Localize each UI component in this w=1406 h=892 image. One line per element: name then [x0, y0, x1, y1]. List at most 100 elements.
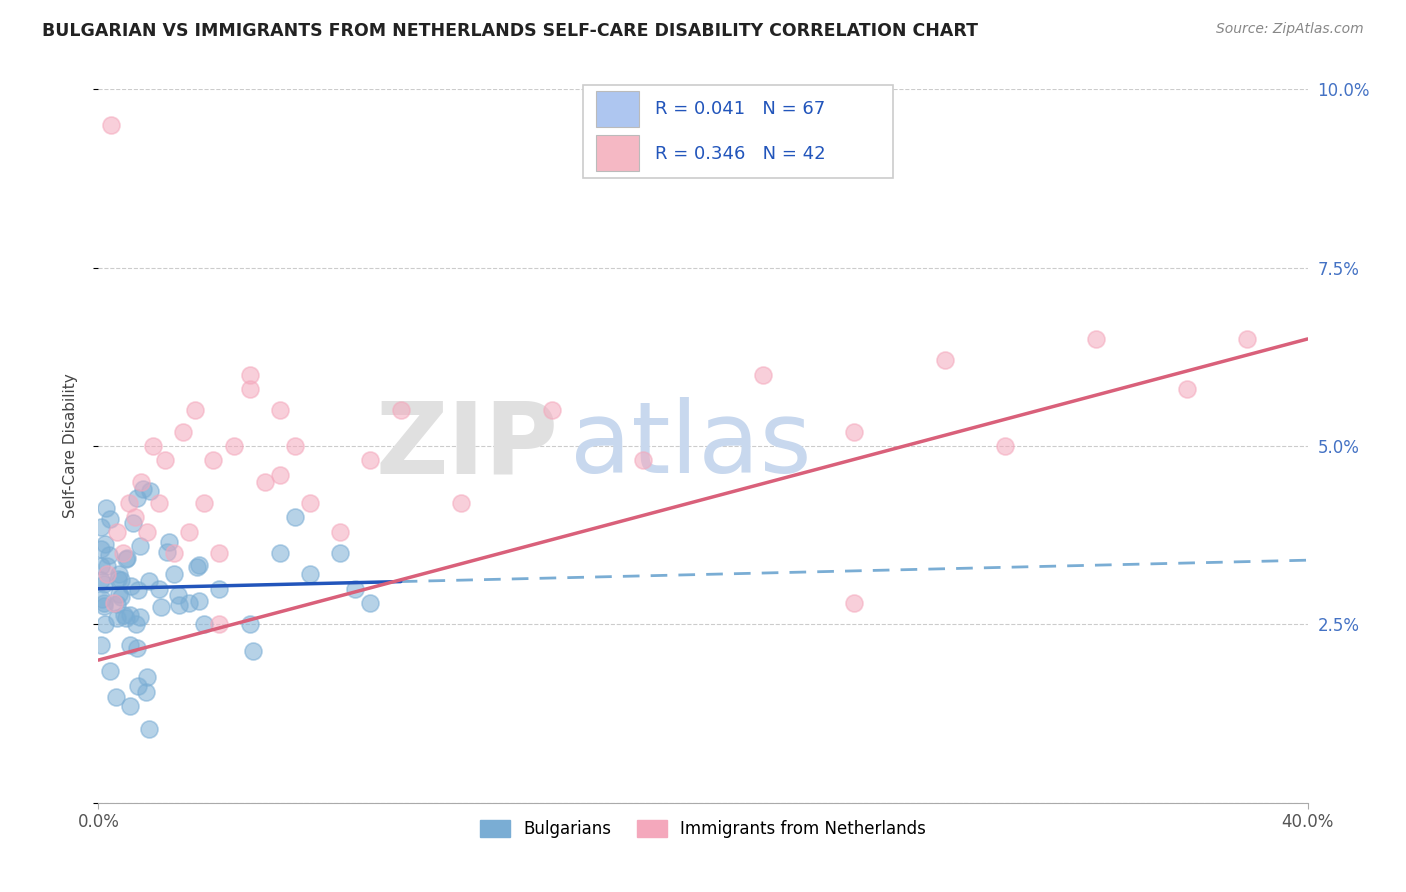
Point [129, 475, 152, 489]
Point [125, 617, 148, 632]
Point [98, 664, 121, 678]
Point [136, 670, 159, 684]
Point [120, 699, 142, 714]
Point [157, 535, 180, 549]
Point [202, 453, 225, 467]
Point [108, 587, 131, 601]
Point [120, 580, 142, 594]
Point [224, 439, 246, 453]
Point [284, 439, 307, 453]
Point [111, 546, 134, 560]
Point [389, 403, 412, 417]
Point [90, 573, 112, 587]
Point [155, 545, 177, 559]
Point [120, 607, 142, 622]
Text: BULGARIAN VS IMMIGRANTS FROM NETHERLANDS SELF-CARE DISABILITY CORRELATION CHART: BULGARIAN VS IMMIGRANTS FROM NETHERLANDS… [42, 22, 979, 40]
Point [90, 520, 112, 534]
Point [135, 684, 157, 698]
Point [148, 496, 170, 510]
Point [242, 644, 264, 658]
Point [131, 482, 153, 496]
Point [118, 496, 141, 510]
Point [112, 608, 135, 623]
Point [1175, 382, 1198, 396]
Point [93, 596, 115, 610]
Text: ZIP: ZIP [375, 398, 558, 494]
Point [179, 524, 201, 539]
Point [631, 453, 654, 467]
Point [93, 537, 115, 551]
Point [105, 524, 128, 539]
Point [139, 484, 162, 499]
Point [90, 558, 112, 573]
Point [104, 690, 127, 705]
Point [184, 403, 207, 417]
Point [108, 567, 131, 582]
Point [450, 496, 472, 510]
Point [115, 611, 138, 625]
Point [93, 599, 115, 613]
Point [167, 588, 190, 602]
Point [127, 583, 149, 598]
Point [138, 574, 160, 588]
Point [360, 453, 382, 467]
Point [100, 118, 122, 132]
Point [94, 616, 117, 631]
FancyBboxPatch shape [596, 91, 640, 127]
Point [107, 572, 129, 586]
Point [98, 548, 121, 562]
Point [172, 425, 194, 439]
Point [138, 722, 160, 736]
Point [329, 546, 352, 560]
Point [1236, 332, 1258, 346]
Point [149, 599, 172, 614]
Point [752, 368, 775, 382]
Point [269, 546, 291, 560]
Text: R = 0.346   N = 42: R = 0.346 N = 42 [655, 145, 825, 163]
Point [299, 567, 322, 582]
Point [239, 617, 262, 632]
Text: Source: ZipAtlas.com: Source: ZipAtlas.com [1216, 22, 1364, 37]
Point [98, 512, 121, 526]
Point [114, 552, 136, 566]
Point [90, 639, 112, 653]
Point [329, 524, 352, 539]
Point [188, 558, 211, 572]
Point [127, 491, 149, 505]
Point [193, 496, 215, 510]
Point [135, 524, 157, 539]
Point [107, 598, 129, 612]
Point [129, 539, 152, 553]
Point [94, 501, 117, 516]
Point [299, 496, 322, 510]
Point [163, 546, 186, 560]
Point [186, 560, 208, 574]
Point [129, 610, 152, 624]
Point [844, 596, 866, 610]
Point [96, 559, 118, 574]
Point [148, 582, 170, 596]
Point [163, 567, 186, 582]
Y-axis label: Self-Care Disability: Self-Care Disability [63, 374, 77, 518]
Point [110, 590, 132, 604]
Point [934, 353, 956, 368]
Point [284, 510, 307, 524]
Point [269, 403, 291, 417]
Point [125, 640, 148, 655]
Point [208, 617, 231, 632]
Point [844, 425, 866, 439]
Point [179, 596, 201, 610]
Point [1085, 332, 1108, 346]
Point [188, 594, 211, 608]
Point [239, 368, 262, 382]
Point [344, 582, 367, 596]
Point [193, 617, 215, 632]
Point [239, 382, 262, 396]
Point [110, 573, 132, 587]
Point [121, 516, 143, 531]
Point [90, 542, 112, 557]
Point [253, 475, 276, 489]
Point [142, 439, 165, 453]
Point [360, 596, 382, 610]
Point [124, 510, 146, 524]
